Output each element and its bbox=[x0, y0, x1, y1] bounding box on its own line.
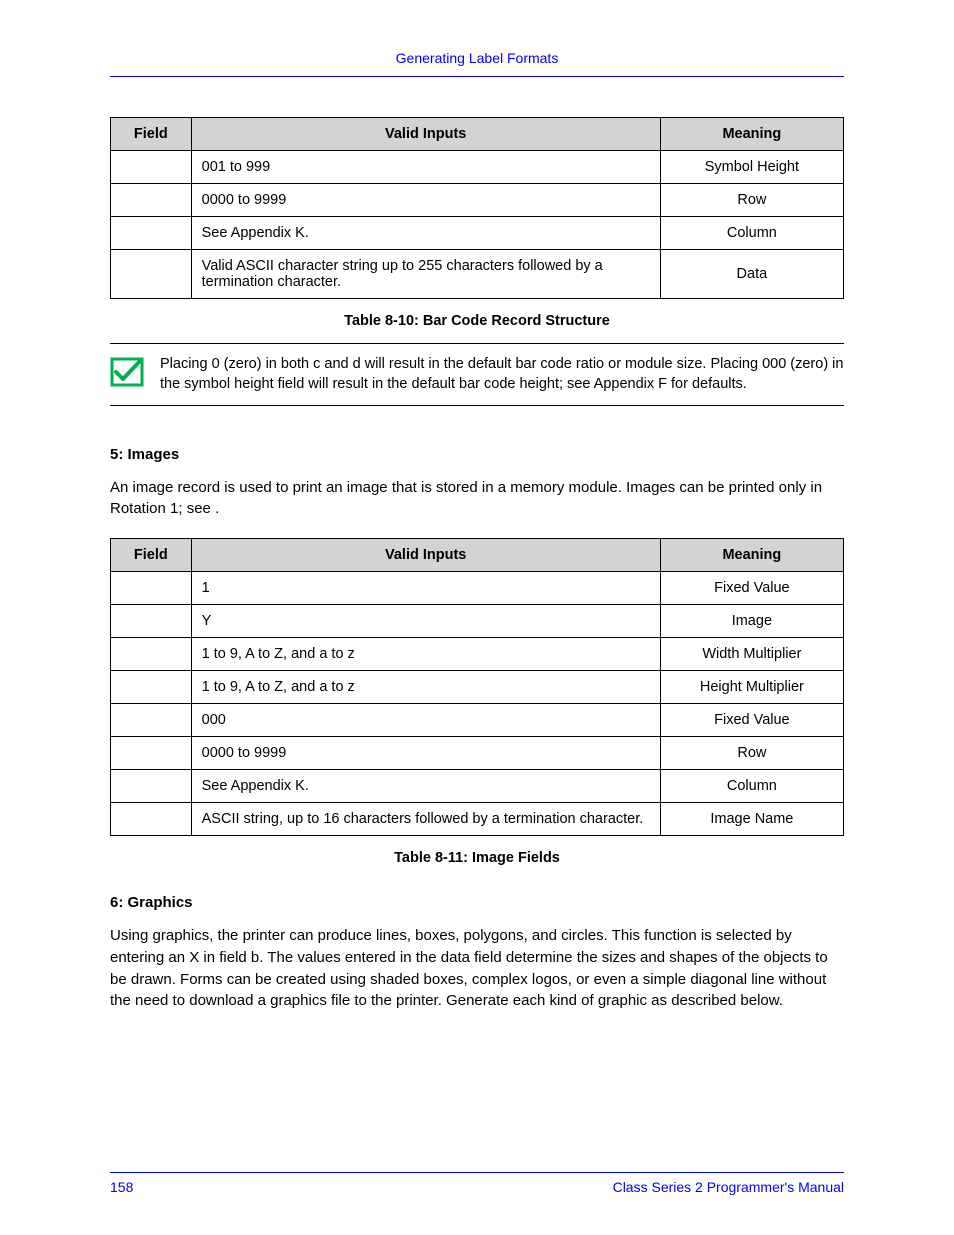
table-row: 0000 to 9999 Row bbox=[111, 737, 844, 770]
cell-field bbox=[111, 572, 192, 605]
cell-field bbox=[111, 737, 192, 770]
cell-meaning: Column bbox=[660, 217, 843, 250]
table-barcode-record: Field Valid Inputs Meaning 001 to 999 Sy… bbox=[110, 117, 844, 299]
section5-title: 5: Images bbox=[110, 446, 844, 463]
table2-caption: Table 8-11: Image Fields bbox=[110, 850, 844, 866]
table-row: Valid ASCII character string up to 255 c… bbox=[111, 250, 844, 299]
table-row: 1 to 9, A to Z, and a to z Height Multip… bbox=[111, 671, 844, 704]
cell-meaning: Image bbox=[660, 605, 843, 638]
cell-meaning: Symbol Height bbox=[660, 151, 843, 184]
page: Generating Label Formats Field Valid Inp… bbox=[0, 0, 954, 1235]
cell-field bbox=[111, 770, 192, 803]
cell-meaning: Height Multiplier bbox=[660, 671, 843, 704]
note-block: Placing 0 (zero) in both c and d will re… bbox=[110, 343, 844, 406]
table-row: 0000 to 9999 Row bbox=[111, 184, 844, 217]
cell-inputs: 1 to 9, A to Z, and a to z bbox=[191, 671, 660, 704]
table-row: See Appendix K. Column bbox=[111, 217, 844, 250]
cell-field bbox=[111, 151, 192, 184]
col-field: Field bbox=[111, 539, 192, 572]
page-header: Generating Label Formats bbox=[110, 50, 844, 77]
cell-meaning: Fixed Value bbox=[660, 572, 843, 605]
cell-field bbox=[111, 671, 192, 704]
cell-meaning: Column bbox=[660, 770, 843, 803]
cell-inputs: Y bbox=[191, 605, 660, 638]
page-footer: 158 Class Series 2 Programmer's Manual bbox=[110, 1172, 844, 1195]
cell-meaning: Image Name bbox=[660, 803, 843, 836]
cell-meaning: Row bbox=[660, 737, 843, 770]
table-image-fields: Field Valid Inputs Meaning 1 Fixed Value… bbox=[110, 538, 844, 836]
table-header-row: Field Valid Inputs Meaning bbox=[111, 118, 844, 151]
table-row: 001 to 999 Symbol Height bbox=[111, 151, 844, 184]
cell-meaning: Data bbox=[660, 250, 843, 299]
table-header-row: Field Valid Inputs Meaning bbox=[111, 539, 844, 572]
cell-meaning: Fixed Value bbox=[660, 704, 843, 737]
cell-inputs: 0000 to 9999 bbox=[191, 184, 660, 217]
cell-inputs: 0000 to 9999 bbox=[191, 737, 660, 770]
col-inputs: Valid Inputs bbox=[191, 118, 660, 151]
cell-field bbox=[111, 704, 192, 737]
cell-meaning: Width Multiplier bbox=[660, 638, 843, 671]
cell-inputs: See Appendix K. bbox=[191, 217, 660, 250]
cell-field bbox=[111, 605, 192, 638]
cell-inputs: Valid ASCII character string up to 255 c… bbox=[191, 250, 660, 299]
header-title: Generating Label Formats bbox=[396, 50, 559, 66]
cell-inputs: See Appendix K. bbox=[191, 770, 660, 803]
table-row: Y Image bbox=[111, 605, 844, 638]
cell-field bbox=[111, 250, 192, 299]
cell-field bbox=[111, 184, 192, 217]
table-row: See Appendix K. Column bbox=[111, 770, 844, 803]
col-meaning: Meaning bbox=[660, 539, 843, 572]
cell-inputs: 1 to 9, A to Z, and a to z bbox=[191, 638, 660, 671]
table1-caption: Table 8-10: Bar Code Record Structure bbox=[110, 313, 844, 329]
cell-field bbox=[111, 638, 192, 671]
col-meaning: Meaning bbox=[660, 118, 843, 151]
cell-meaning: Row bbox=[660, 184, 843, 217]
table-row: ASCII string, up to 16 characters follow… bbox=[111, 803, 844, 836]
page-number: 158 bbox=[110, 1179, 133, 1195]
cell-inputs: ASCII string, up to 16 characters follow… bbox=[191, 803, 660, 836]
col-inputs: Valid Inputs bbox=[191, 539, 660, 572]
cell-inputs: 001 to 999 bbox=[191, 151, 660, 184]
cell-field bbox=[111, 217, 192, 250]
manual-title: Class Series 2 Programmer's Manual bbox=[613, 1179, 844, 1195]
col-field: Field bbox=[111, 118, 192, 151]
cell-inputs: 000 bbox=[191, 704, 660, 737]
cell-inputs: 1 bbox=[191, 572, 660, 605]
table-row: 1 Fixed Value bbox=[111, 572, 844, 605]
checkmark-icon bbox=[110, 357, 144, 391]
cell-field bbox=[111, 803, 192, 836]
note-text: Placing 0 (zero) in both c and d will re… bbox=[160, 354, 844, 395]
section6-title: 6: Graphics bbox=[110, 894, 844, 911]
table-row: 000 Fixed Value bbox=[111, 704, 844, 737]
section6-body: Using graphics, the printer can produce … bbox=[110, 925, 844, 1012]
section5-body: An image record is used to print an imag… bbox=[110, 477, 844, 521]
table-row: 1 to 9, A to Z, and a to z Width Multipl… bbox=[111, 638, 844, 671]
